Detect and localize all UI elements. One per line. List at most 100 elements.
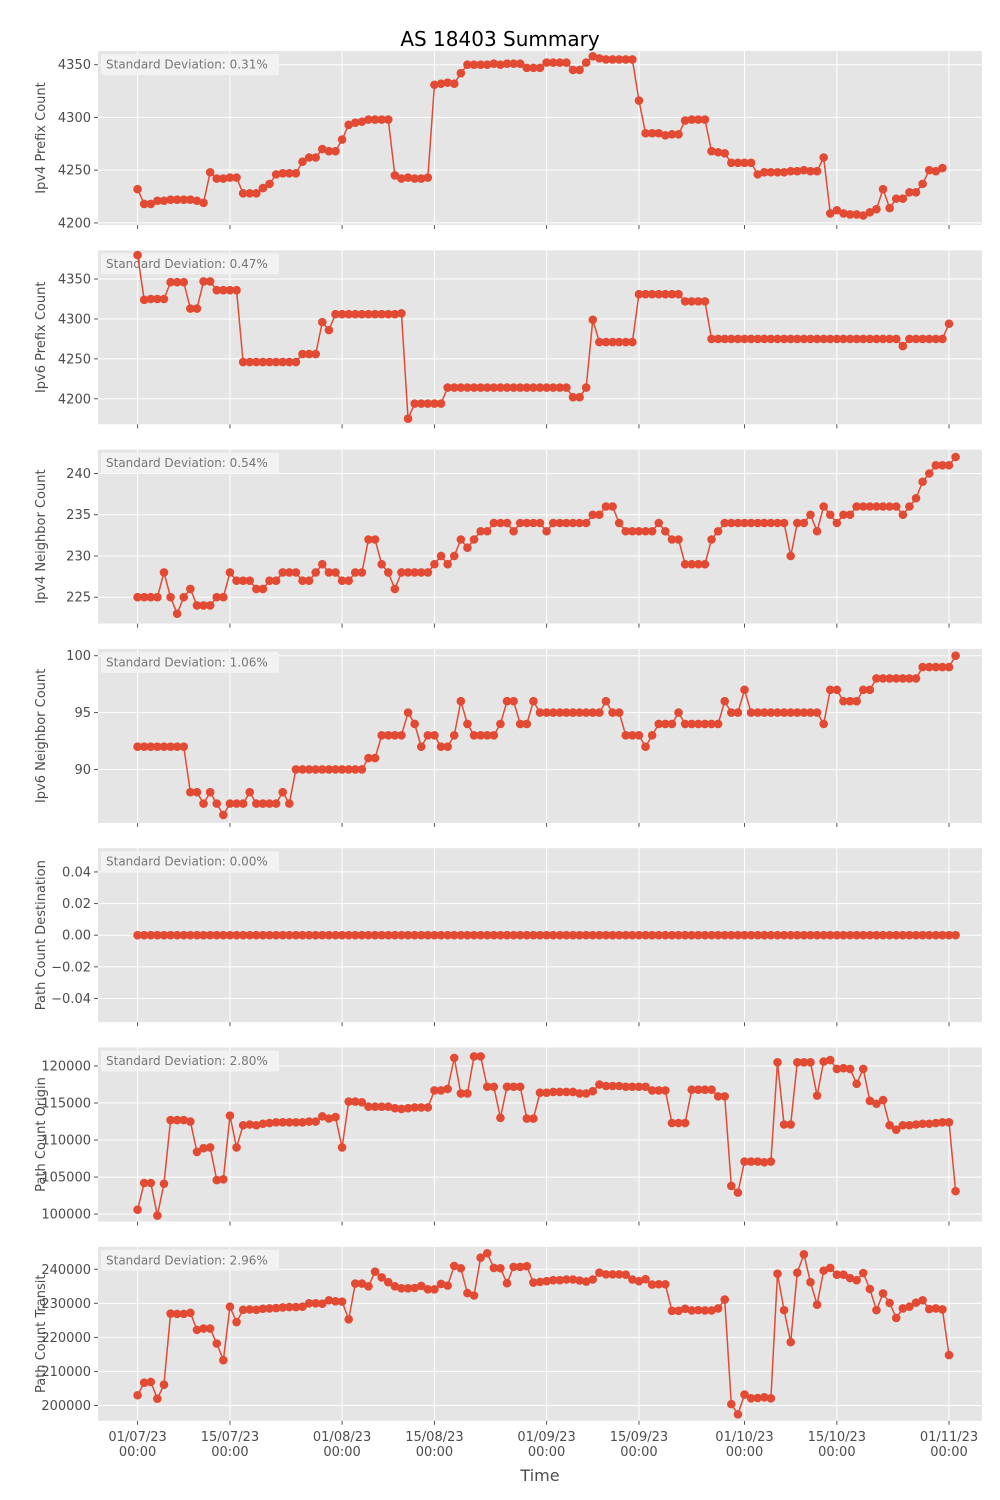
panel-background xyxy=(98,1246,982,1421)
data-point xyxy=(535,518,545,528)
data-point xyxy=(304,1117,314,1126)
data-point xyxy=(647,128,657,138)
data-point xyxy=(779,930,789,940)
data-point xyxy=(416,930,426,940)
x-tick-label-date: 15/08/23 xyxy=(405,1430,463,1445)
data-point xyxy=(199,799,208,808)
data-point xyxy=(496,1263,505,1273)
data-point xyxy=(905,674,914,683)
data-point xyxy=(153,196,162,206)
data-point xyxy=(436,1086,446,1095)
annotation-box xyxy=(101,851,279,873)
data-point xyxy=(449,383,459,392)
data-point xyxy=(456,1263,466,1273)
data-point xyxy=(614,1270,624,1279)
data-point xyxy=(186,930,195,940)
data-point xyxy=(153,742,162,751)
data-point xyxy=(383,568,393,577)
data-point xyxy=(786,334,795,344)
data-point xyxy=(858,211,868,220)
data-point xyxy=(423,1103,433,1112)
data-point xyxy=(179,742,189,751)
data-point xyxy=(159,1380,169,1390)
data-point xyxy=(370,309,380,319)
data-point xyxy=(951,930,960,940)
data-point xyxy=(944,930,954,940)
data-point xyxy=(509,1082,518,1092)
data-point xyxy=(166,930,175,940)
data-point xyxy=(825,334,835,344)
data-point xyxy=(482,1248,492,1258)
data-point xyxy=(463,383,472,392)
data-point xyxy=(825,209,835,218)
data-point xyxy=(212,285,222,295)
data-point xyxy=(898,1304,908,1313)
data-point xyxy=(186,195,195,204)
data-point xyxy=(654,930,664,940)
data-point xyxy=(799,518,809,528)
data-point xyxy=(502,1278,512,1288)
data-point xyxy=(786,1120,795,1129)
data-point xyxy=(370,753,380,763)
data-point xyxy=(568,518,578,528)
data-point xyxy=(436,1279,446,1289)
data-point xyxy=(502,1082,512,1092)
data-point xyxy=(924,1119,934,1129)
data-point xyxy=(364,115,373,124)
data-point xyxy=(687,719,697,729)
data-point xyxy=(773,334,782,344)
data-point xyxy=(344,309,353,319)
data-point xyxy=(502,518,512,528)
x-tick-label-date: 15/09/23 xyxy=(610,1430,668,1445)
y-tick-label: 0.02 xyxy=(62,897,91,912)
data-point xyxy=(806,334,815,344)
data-point xyxy=(291,568,301,577)
annotation-box xyxy=(101,253,279,275)
data-point xyxy=(727,334,736,344)
data-point xyxy=(390,1282,400,1291)
x-tick-label-time: 00:00 xyxy=(818,1445,855,1460)
data-point xyxy=(298,1302,307,1312)
data-point xyxy=(608,337,617,347)
data-point xyxy=(938,1117,947,1127)
data-point xyxy=(555,930,565,940)
data-point xyxy=(416,1103,426,1112)
data-point xyxy=(891,194,901,203)
data-point xyxy=(700,930,710,940)
data-point xyxy=(674,930,683,940)
y-tick-label: 220000 xyxy=(41,1331,91,1346)
data-point xyxy=(172,930,182,940)
data-point xyxy=(608,1270,617,1279)
data-point xyxy=(555,1087,565,1097)
data-point xyxy=(238,357,248,367)
x-tick-label-date: 01/07/23 xyxy=(108,1430,166,1445)
data-point xyxy=(634,1276,644,1286)
y-axis-label: Ipv4 Prefix Count xyxy=(34,82,49,193)
data-point xyxy=(872,1099,881,1109)
data-point xyxy=(456,383,466,392)
data-point xyxy=(707,1306,716,1315)
data-point xyxy=(449,930,459,940)
data-point xyxy=(285,1302,294,1312)
data-point xyxy=(139,592,149,602)
data-point xyxy=(654,289,664,299)
panel-6: 100000 105000 110000 115000 120000 Path Count… xyxy=(34,1047,982,1226)
data-point xyxy=(865,1284,875,1294)
data-point xyxy=(285,799,294,808)
data-point xyxy=(621,1270,631,1280)
data-point xyxy=(278,568,288,577)
data-point xyxy=(588,510,598,520)
data-point xyxy=(436,399,446,408)
data-point xyxy=(390,584,400,594)
data-point xyxy=(522,63,532,73)
data-point xyxy=(397,174,406,183)
data-point xyxy=(680,116,690,125)
data-point xyxy=(740,334,749,344)
data-point xyxy=(845,210,855,219)
data-point xyxy=(535,1277,545,1287)
data-point xyxy=(522,1114,532,1123)
data-point xyxy=(238,1120,248,1130)
data-point xyxy=(548,518,558,528)
data-point xyxy=(318,1112,327,1121)
data-point xyxy=(238,799,248,808)
